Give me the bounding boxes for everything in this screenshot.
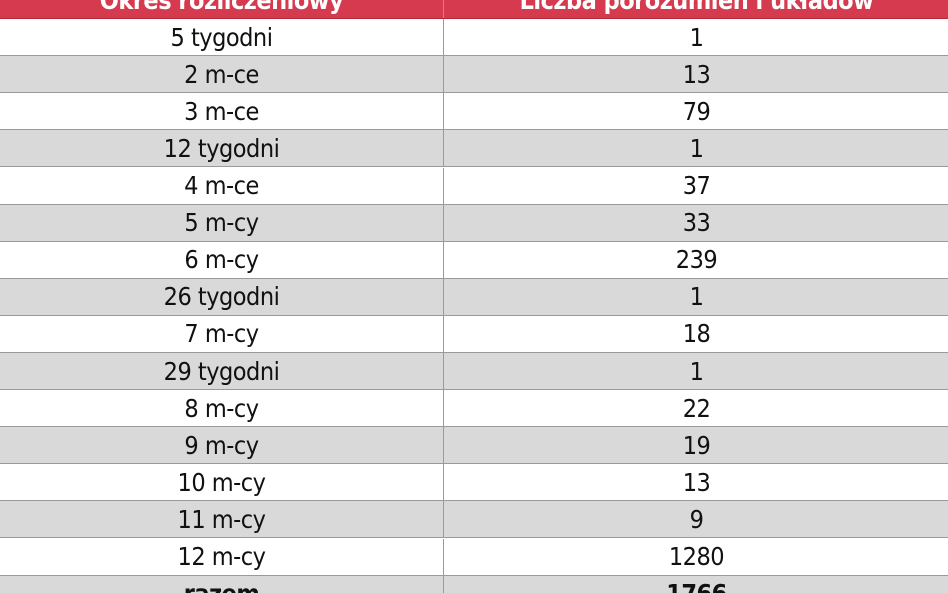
table-row: 6 m-cy 239: [0, 241, 948, 279]
value-cell: 22: [682, 393, 711, 423]
label-cell: razem: [0, 575, 444, 593]
value-cell: 1766: [445, 576, 948, 593]
value-cell: 33: [682, 208, 711, 238]
table-row: 10 m-cy 13: [0, 464, 948, 502]
value-cell: 1280: [668, 542, 725, 571]
label-cell: 5 m-cy: [0, 204, 444, 241]
label-cell: 5 tygodni: [0, 19, 444, 56]
label-cell: 7 m-cy: [0, 315, 444, 352]
value-cell: 37: [682, 171, 711, 200]
value-cell: Liczba porozumień i układów: [519, 0, 874, 15]
header-row: Okres rozliczeniowy Liczba porozumień i u…: [0, 0, 948, 19]
table-row: 11 m-cy 9: [0, 501, 948, 539]
table-row: razem1766: [0, 575, 948, 593]
table-row: 12 tygodni 1: [0, 130, 948, 168]
table-row: 9 m-cy 19: [0, 427, 948, 465]
value-cell: 18: [682, 319, 711, 349]
table-row: 5 m-cy 33: [0, 204, 948, 242]
label-cell: 6 m-cy: [0, 241, 444, 278]
value-cell: 1: [689, 133, 704, 163]
label-cell: 26 tygodni: [0, 278, 444, 315]
value-cell: 1: [689, 22, 704, 52]
label-cell: Okres rozliczeniowy: [0, 0, 444, 18]
label-cell: 11 m-cy: [0, 501, 444, 538]
value-cell: 1: [689, 282, 704, 312]
table-row: 3 m-ce 79: [0, 93, 948, 131]
label-cell: 9 m-cy: [0, 427, 444, 464]
label-cell: 8 m-cy: [0, 390, 444, 427]
value-cell: 19: [682, 430, 711, 460]
table-row: 12 m-cy 1280: [0, 538, 948, 576]
table-row: 4 m-ce 37: [0, 167, 948, 205]
table-row: 2 m-ce 13: [0, 56, 948, 94]
table-row: 8 m-cy 22: [0, 390, 948, 428]
table-row: 26 tygodni 1: [0, 278, 948, 316]
label-cell: 12 m-cy: [0, 538, 444, 575]
value-cell: 79: [682, 96, 711, 126]
value-cell: 13: [682, 467, 711, 497]
table-row: 29 tygodni 1: [0, 353, 948, 390]
label-cell: 2 m-ce: [0, 56, 444, 93]
value-cell: 1: [689, 356, 704, 386]
label-cell: 3 m-ce: [0, 93, 444, 130]
label-cell: 12 tygodni: [0, 130, 444, 167]
label-cell: 29 tygodni: [0, 353, 444, 389]
value-cell: 13: [682, 59, 711, 89]
table-row: 7 m-cy 18: [0, 315, 948, 353]
label-cell: 4 m-ce: [0, 167, 444, 204]
label-cell: 10 m-cy: [0, 464, 444, 501]
table-row: 5 tygodni 1: [0, 19, 948, 57]
value-cell: 239: [675, 245, 718, 275]
value-cell: 9: [689, 504, 704, 534]
